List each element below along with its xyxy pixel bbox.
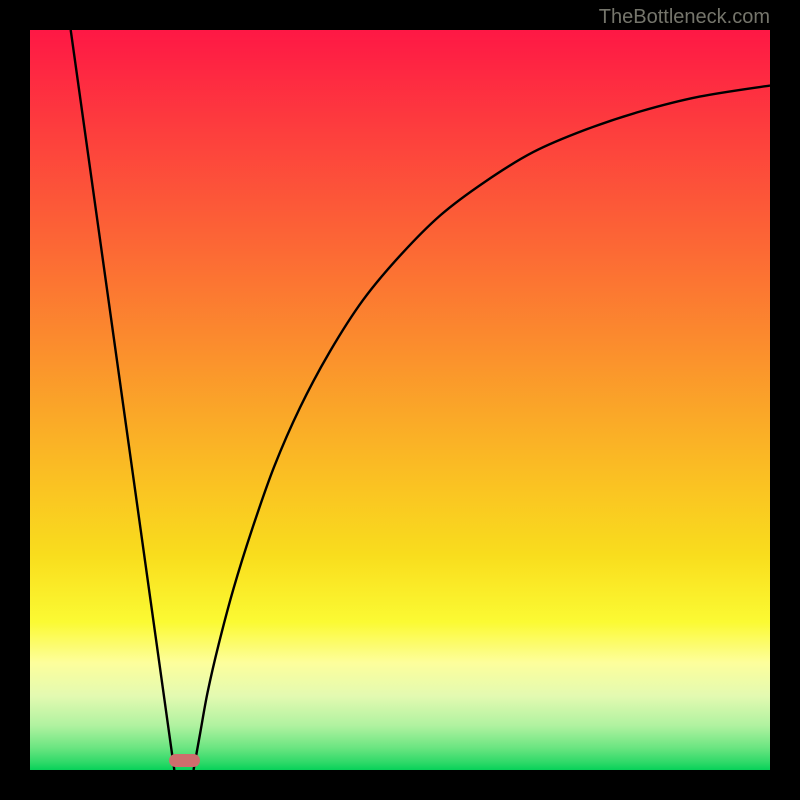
curve-right xyxy=(194,86,770,771)
plot-area xyxy=(30,30,770,770)
minimum-marker xyxy=(169,754,200,767)
watermark-text: TheBottleneck.com xyxy=(599,6,770,29)
curve-layer xyxy=(30,30,770,770)
outer-frame: TheBottleneck.com xyxy=(0,0,800,800)
curve-left xyxy=(71,30,175,770)
